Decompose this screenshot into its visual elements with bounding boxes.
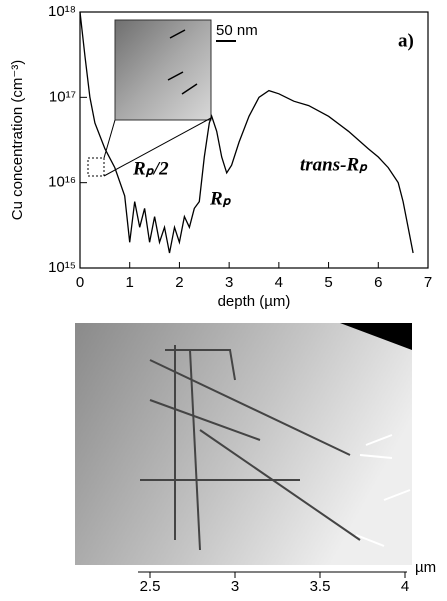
inset-arrows — [167, 29, 198, 95]
y-tick-label: 10¹⁸ — [48, 3, 76, 20]
panel-label: a) — [398, 30, 414, 51]
dislocation-lines — [140, 345, 361, 551]
y-tick-label: 10¹⁶ — [48, 174, 76, 191]
x-axis-label: µm — [415, 559, 436, 576]
y-tick-label: 10¹⁵ — [48, 259, 76, 276]
inset-micrograph — [114, 19, 212, 121]
x-tick-label: 2.5 — [140, 578, 161, 595]
inset-region — [87, 157, 105, 177]
x-tick-label: 0 — [76, 274, 84, 291]
x-tick-label: 7 — [424, 274, 432, 291]
x-tick-label: 4 — [275, 274, 283, 291]
panel-label: b) — [392, 324, 409, 345]
x-axis-label: depth (µm) — [218, 293, 291, 310]
plot-frame — [79, 11, 429, 269]
inset-connector — [103, 117, 212, 177]
x-tick-label: 3 — [231, 578, 239, 595]
annotation: Rₚ — [209, 188, 232, 209]
x-tick-label: 1 — [126, 274, 134, 291]
x-tick-label: 2 — [175, 274, 183, 291]
micrograph — [75, 323, 412, 565]
x-tick-label: 3.5 — [310, 578, 331, 595]
x-tick-label: 6 — [374, 274, 382, 291]
depth-profile-chart: 50 nm a) Rₚ/2 Rₚ trans-Rₚ depth (µm) Cu … — [9, 3, 432, 310]
x-tick-label: 5 — [324, 274, 332, 291]
annotation: trans-Rₚ — [300, 154, 368, 175]
y-tick-label: 10¹⁷ — [49, 88, 76, 105]
scale-bar-label: 50 nm — [216, 22, 258, 39]
x-tick-label: 4 — [401, 578, 409, 595]
image-corner — [340, 323, 412, 350]
annotation: Rₚ/2 — [132, 158, 169, 179]
white-arrows — [355, 434, 411, 547]
micrograph-panel: b) 2.5 3 3.5 4 µm — [75, 323, 436, 595]
x-tick-label: 3 — [225, 274, 233, 291]
data-line — [79, 11, 414, 254]
inset-connector — [103, 119, 116, 159]
y-axis-label: Cu concentration (cm⁻³) — [9, 60, 26, 220]
